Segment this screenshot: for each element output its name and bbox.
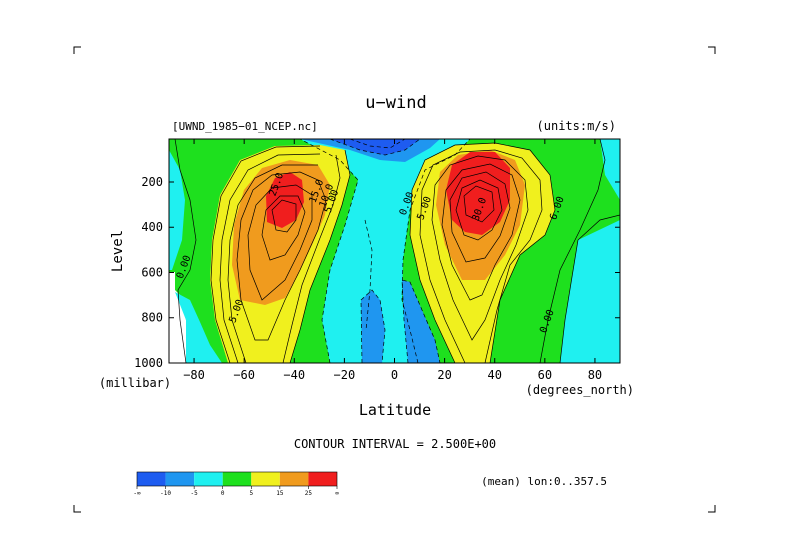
contour-dashed-4 <box>401 279 441 363</box>
contour-dashed-2 <box>401 139 471 363</box>
contour-north-3 <box>431 155 529 341</box>
contour-lines-dashed <box>299 139 471 363</box>
contour-north-5 <box>449 171 511 263</box>
x-tick-label: −20 <box>334 368 356 382</box>
y-tick-label: 400 <box>141 220 163 234</box>
colorbar-swatch <box>308 472 337 486</box>
chart-title: u−wind <box>365 93 426 113</box>
x-tick-label: 20 <box>437 368 451 382</box>
colorbar-tick-label: -∞ <box>133 490 141 497</box>
easterly-region-north-upper <box>600 139 620 200</box>
x-tick-label: 80 <box>588 368 602 382</box>
x-axis-label: Latitude <box>359 401 431 419</box>
x-tick-label: 40 <box>487 368 501 382</box>
colorbar-tick-label: -10 <box>160 490 171 497</box>
x-tick-label: 60 <box>538 368 552 382</box>
colorbar-tick-label: 0 <box>221 490 225 497</box>
colorbar-swatch <box>194 472 223 486</box>
contour-dashed-5 <box>329 139 421 156</box>
easterly-region-south-upper <box>169 150 185 270</box>
colorbar-swatch <box>251 472 280 486</box>
colorbar-tick-label: 15 <box>276 490 284 497</box>
contour-south-2 <box>219 153 321 363</box>
corner-marks <box>73 46 716 513</box>
contour-dashed-7 <box>364 219 373 331</box>
easterly-region-north <box>560 220 620 363</box>
contour-south-high-1 <box>174 139 197 363</box>
contour-south-1 <box>210 145 321 363</box>
colorbar-swatch <box>137 472 166 486</box>
colorbar-swatch <box>279 472 309 486</box>
contour-lines <box>174 139 620 363</box>
corner-mark-top-left <box>73 46 81 54</box>
contour-south-3 <box>227 164 318 363</box>
plot-area: 25.0 15.010.05.00 0.005.00 30.0 6.000.005.00… <box>168 138 621 364</box>
easterly-pocket-right <box>402 280 440 363</box>
contour-north-2 <box>419 149 543 363</box>
contour-south-8 <box>289 149 351 363</box>
x-tick-label: −60 <box>233 368 255 382</box>
units-label: (units:m/s) <box>537 119 616 133</box>
y-axis: 200 400 600 800 1000 <box>134 175 620 370</box>
missing-data-region <box>169 272 186 363</box>
x-tick-label: 0 <box>391 368 398 382</box>
colorbar: -∞ -10 -5 0 5 15 25 ∞ <box>133 471 339 497</box>
contour-north-8 <box>559 214 620 363</box>
y-units-label: (millibar) <box>99 376 171 390</box>
y-tick-label: 200 <box>141 175 163 189</box>
stratospheric-core <box>330 139 420 155</box>
contour-south-5 <box>247 184 313 301</box>
colorbar-swatch <box>222 472 252 486</box>
contour-south-6 <box>261 195 306 261</box>
colorbar-tick-label: ∞ <box>335 490 339 497</box>
southern-jet-25 <box>266 172 304 228</box>
y-tick-label: 1000 <box>134 356 163 370</box>
x-tick-label: −80 <box>183 368 205 382</box>
southern-jet-15 <box>232 160 330 305</box>
easterly-region-south <box>175 292 222 363</box>
dataset-label: [UWND_1985−01_NCEP.nc] <box>172 120 318 133</box>
contour-dashed-3 <box>360 289 386 363</box>
contour-south-9 <box>282 154 341 363</box>
x-tick-label: −40 <box>283 368 305 382</box>
contour-dashed-1 <box>299 139 359 363</box>
y-tick-label: 800 <box>141 311 163 325</box>
colorbar-frame <box>136 471 338 487</box>
contour-north-4 <box>441 163 521 301</box>
colorbar-tick-label: -5 <box>191 490 199 497</box>
colorbar-tick-label: 25 <box>305 490 313 497</box>
contour-interval-text: CONTOUR INTERVAL = 2.500E+00 <box>294 437 496 451</box>
x-axis: −80 −60 −40 −20 0 20 40 60 80 <box>183 139 602 382</box>
contour-south-7 <box>271 199 297 233</box>
contour-north-7 <box>463 185 495 223</box>
x-units-label: (degrees_north) <box>526 383 634 397</box>
easterly-region-tropics <box>300 139 470 363</box>
contour-north-9 <box>539 139 606 363</box>
contour-south-4 <box>236 171 327 341</box>
contour-dashed-6 <box>349 139 406 149</box>
corner-mark-bottom-right <box>708 505 716 513</box>
colorbar-tick-label: 5 <box>249 490 253 497</box>
mean-text: (mean) lon:0..357.5 <box>481 475 607 488</box>
corner-mark-top-right <box>708 46 716 54</box>
y-tick-label: 600 <box>141 265 163 279</box>
corner-mark-bottom-left <box>73 505 81 513</box>
northern-jet-25 <box>446 152 510 235</box>
contour-north-6 <box>455 179 503 241</box>
y-axis-label: Level <box>110 230 126 272</box>
colorbar-swatch <box>165 472 195 486</box>
easterly-pocket-left <box>361 290 385 363</box>
